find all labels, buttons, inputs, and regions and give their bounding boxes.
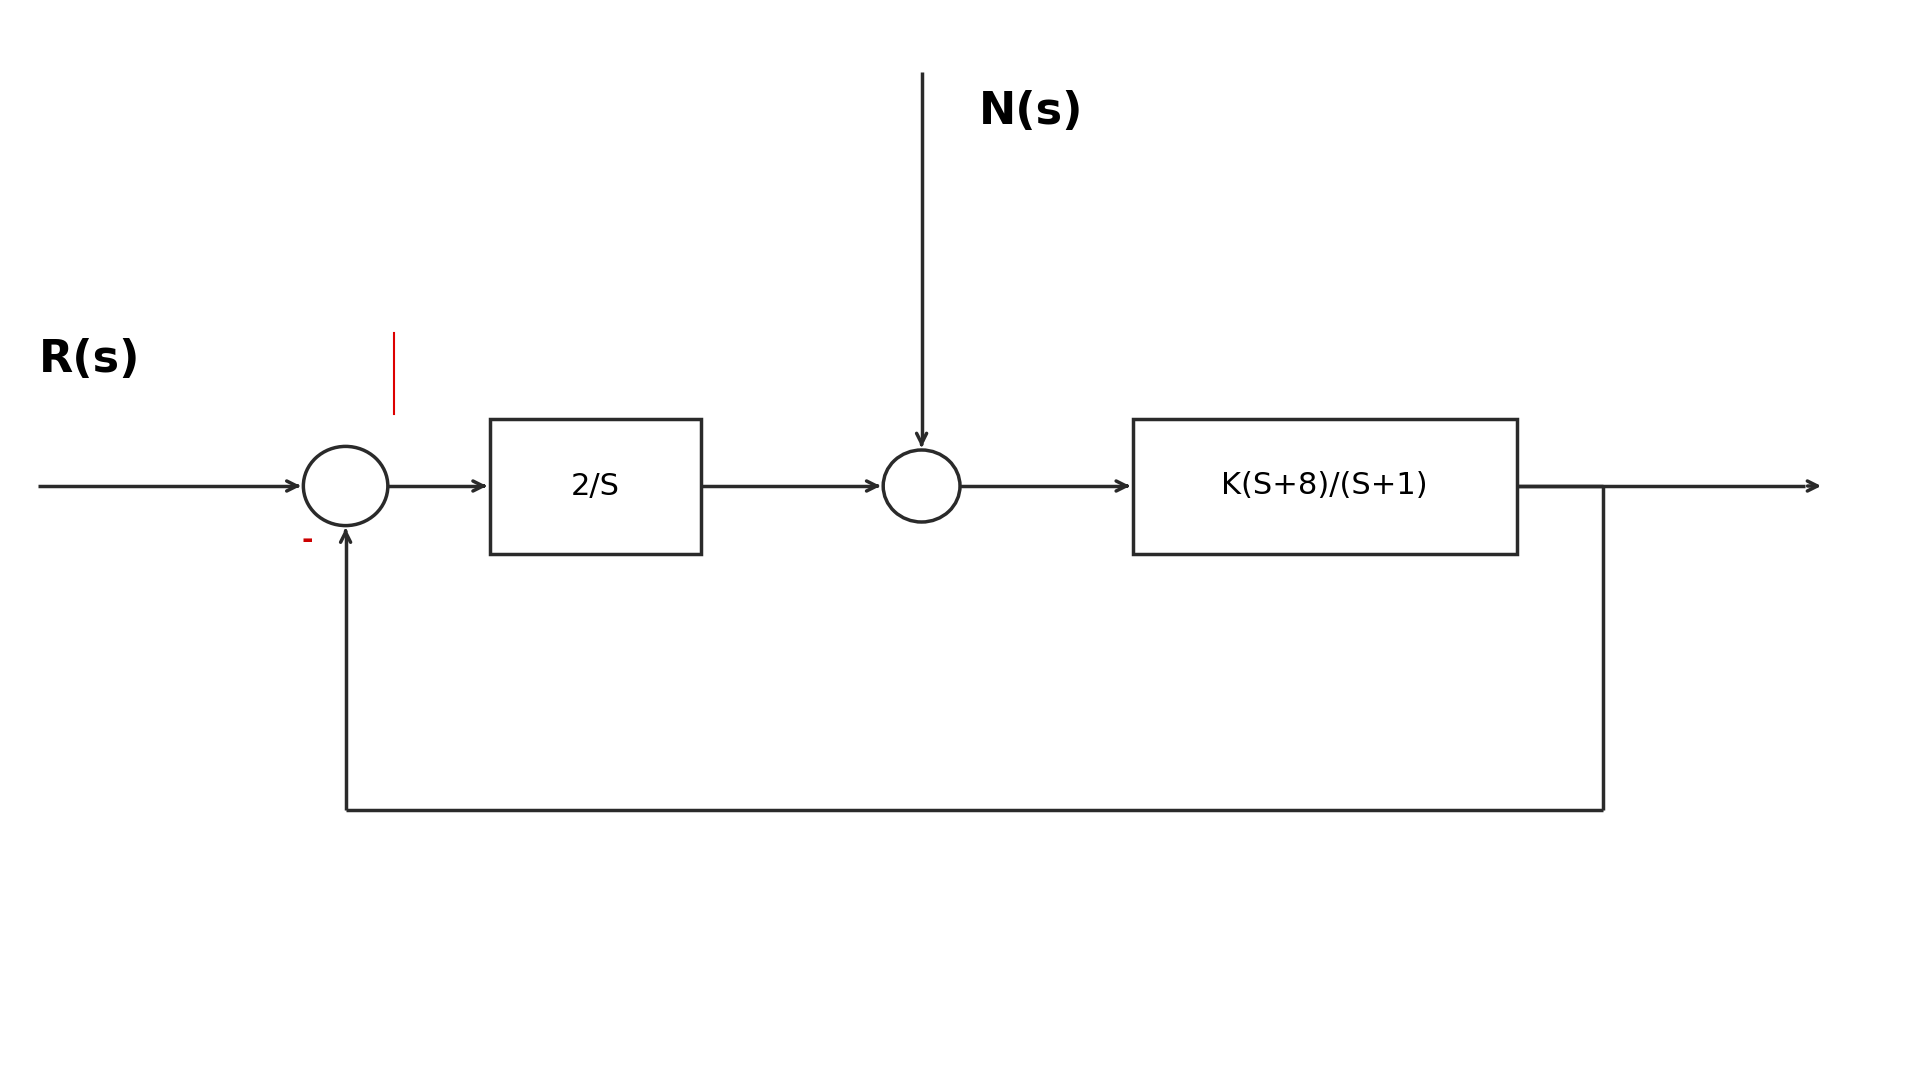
- Text: -: -: [301, 526, 313, 554]
- Text: K(S+8)/(S+1): K(S+8)/(S+1): [1221, 472, 1428, 500]
- Text: N(s): N(s): [979, 90, 1083, 133]
- Bar: [490, 418, 701, 553]
- Text: 2/S: 2/S: [570, 472, 620, 500]
- Text: R(s): R(s): [38, 338, 140, 381]
- Bar: [1133, 418, 1517, 553]
